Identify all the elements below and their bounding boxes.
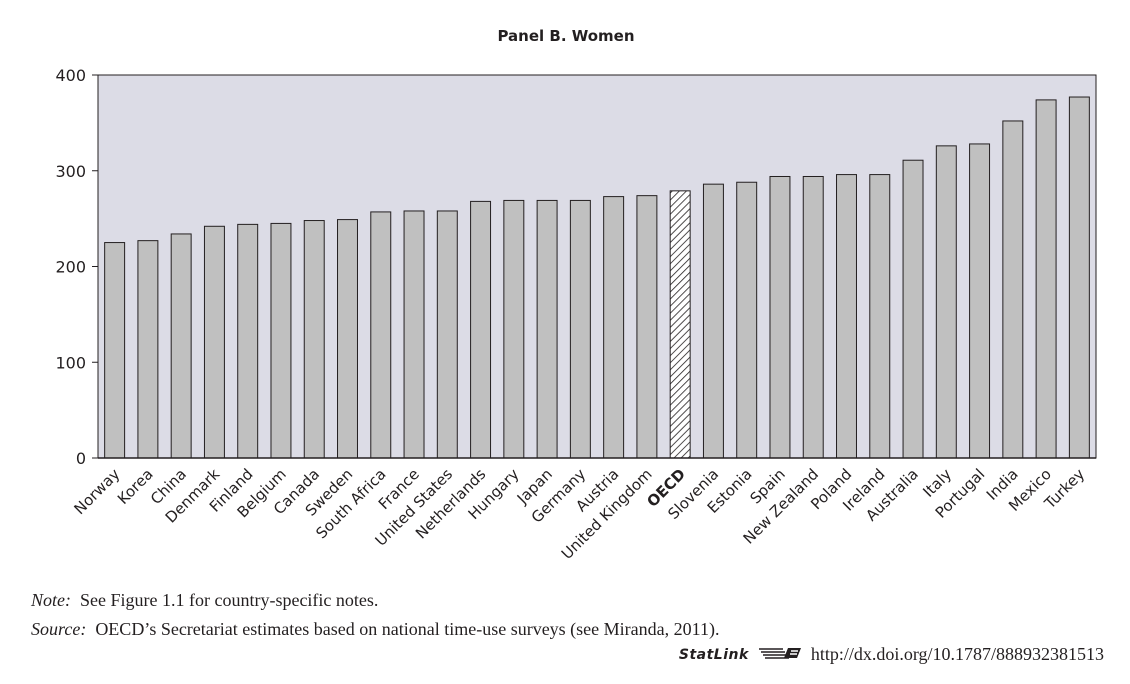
x-tick-label: Norway: [70, 465, 123, 518]
chart-notes: Note: See Figure 1.1 for country-specifi…: [31, 586, 719, 644]
note-label: Note:: [31, 590, 71, 610]
bar-korea: [137, 240, 159, 459]
y-tick-label: 200: [55, 258, 86, 277]
bar-spain: [769, 175, 791, 459]
bar-south-africa: [370, 211, 392, 459]
statlink: StatLink http://dx.doi.org/10.1787/88893…: [679, 644, 1104, 665]
bar-new-zealand: [802, 175, 824, 459]
bar-sweden: [337, 219, 358, 459]
bar-japan: [536, 199, 558, 459]
source-label: Source:: [31, 619, 87, 639]
bar-slovenia: [702, 183, 724, 459]
bars: [104, 96, 1090, 459]
bar-mexico: [1035, 99, 1057, 459]
bar-austria: [603, 196, 625, 459]
bar-chart: Panel B. Women 0 100 200 300 400 NorwayKorea…: [55, 27, 1097, 563]
bar-india: [1002, 120, 1024, 459]
plot-area: [97, 74, 1097, 459]
statlink-name: StatLink: [678, 646, 749, 663]
x-axis-labels: NorwayKoreaChinaDenmarkFinlandBelgiumCan…: [70, 465, 1088, 563]
note-line: Note: See Figure 1.1 for country-specifi…: [31, 586, 719, 615]
bar-china: [170, 233, 192, 459]
source-line: Source: OECD’s Secretariat estimates bas…: [31, 615, 719, 644]
bar-finland: [237, 223, 259, 459]
chart-title: Panel B. Women: [497, 27, 634, 45]
y-tick-label: 400: [55, 66, 86, 85]
bar-france: [403, 210, 425, 459]
y-tick-label: 100: [55, 353, 86, 372]
bar-australia: [902, 159, 924, 459]
bar-turkey: [1068, 96, 1090, 459]
bar-norway: [104, 242, 126, 459]
bar-netherlands: [470, 200, 492, 459]
bar-belgium: [270, 222, 292, 459]
y-axis: 0 100 200 300 400: [55, 66, 98, 468]
bar-united-kingdom: [636, 195, 658, 459]
note-text: See Figure 1.1 for country-specific note…: [80, 590, 379, 610]
bar-italy: [935, 145, 957, 459]
bar-canada: [303, 220, 325, 459]
bar-estonia: [736, 181, 758, 459]
bar-germany: [569, 199, 591, 459]
x-tick-label: Korea: [114, 465, 157, 508]
bar-denmark: [203, 225, 225, 459]
statlink-url[interactable]: http://dx.doi.org/10.1787/888932381513: [810, 644, 1104, 664]
bar-portugal: [969, 143, 991, 459]
bar-oecd: [669, 190, 691, 459]
statlink-logo-icon: [757, 644, 803, 665]
y-tick-label: 0: [76, 449, 86, 468]
bar-ireland: [869, 174, 891, 459]
bar-poland: [836, 174, 857, 459]
bar-united-states: [436, 210, 458, 459]
y-tick-label: 300: [55, 162, 86, 181]
bar-hungary: [503, 199, 525, 459]
source-text: OECD’s Secretariat estimates based on na…: [95, 619, 720, 639]
